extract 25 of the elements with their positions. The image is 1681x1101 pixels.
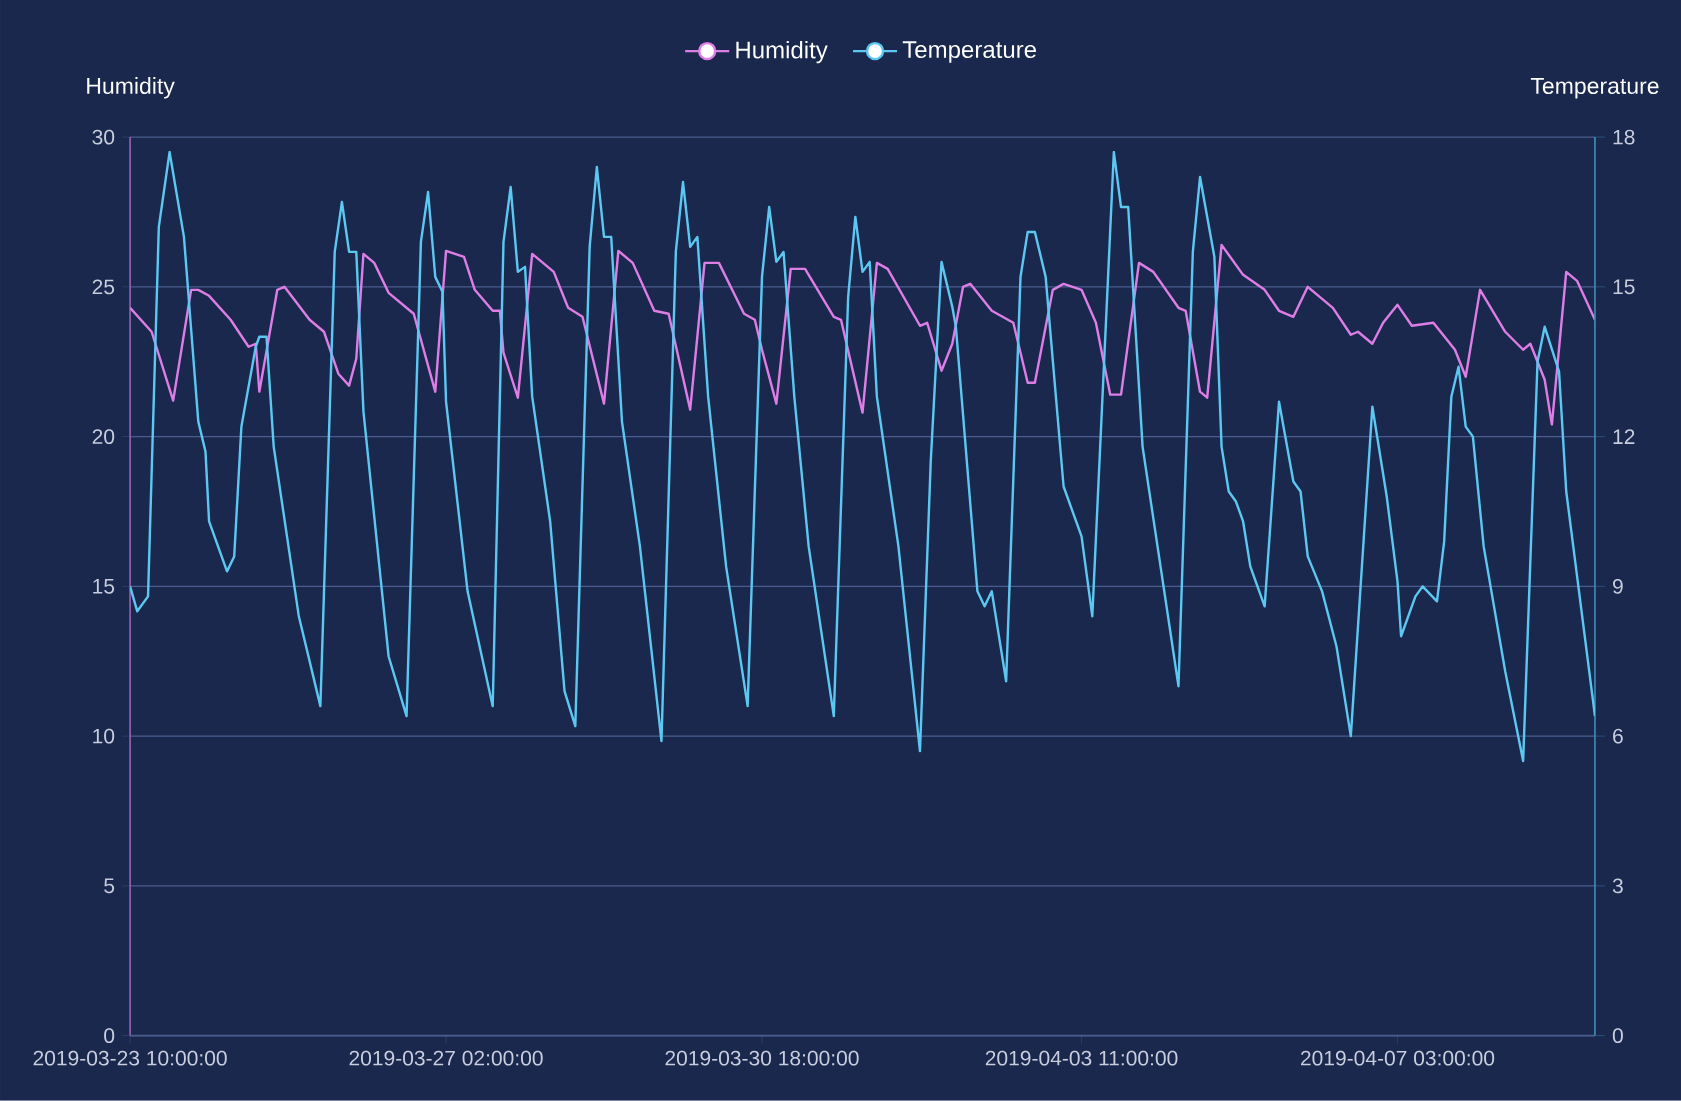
y2-tick-label: 6 xyxy=(1613,728,1623,744)
legend-label: Temperature xyxy=(902,41,1036,64)
y-tick-label: 5 xyxy=(104,878,115,894)
y-tick-label: 20 xyxy=(92,429,115,445)
x-tick-label: 2019-03-23 10:00:00 xyxy=(33,1050,227,1066)
y-tick-label: 15 xyxy=(93,579,115,594)
x-tick-label: 2019-03-27 02:00:00 xyxy=(349,1050,543,1066)
line-series xyxy=(130,151,1595,763)
y2-axis-title: Temperature xyxy=(1530,78,1659,99)
line-series xyxy=(130,243,1595,426)
x-tick-label: 2019-04-03 11:00:00 xyxy=(985,1050,1178,1066)
y2-tick-label: 9 xyxy=(1613,579,1623,594)
x-tick-label: 2019-03-30 18:00:00 xyxy=(665,1050,859,1066)
x-tick-label: 2019-04-07 03:00:00 xyxy=(1301,1050,1495,1066)
y-tick-label: 25 xyxy=(92,279,115,295)
y2-tick-label: 12 xyxy=(1613,429,1635,445)
legend-label: Humidity xyxy=(736,41,828,64)
y2-tick-label: 15 xyxy=(1613,279,1635,295)
y2-tick-label: 18 xyxy=(1613,129,1635,145)
y2-tick-label: 0 xyxy=(1612,1028,1623,1044)
y2-tick-label: 3 xyxy=(1612,878,1623,894)
y-tick-label: 10 xyxy=(93,728,115,744)
y-tick-label: 30 xyxy=(92,129,115,145)
y-tick-label: 0 xyxy=(104,1028,115,1044)
y-axis-title: Humidity xyxy=(87,77,175,99)
